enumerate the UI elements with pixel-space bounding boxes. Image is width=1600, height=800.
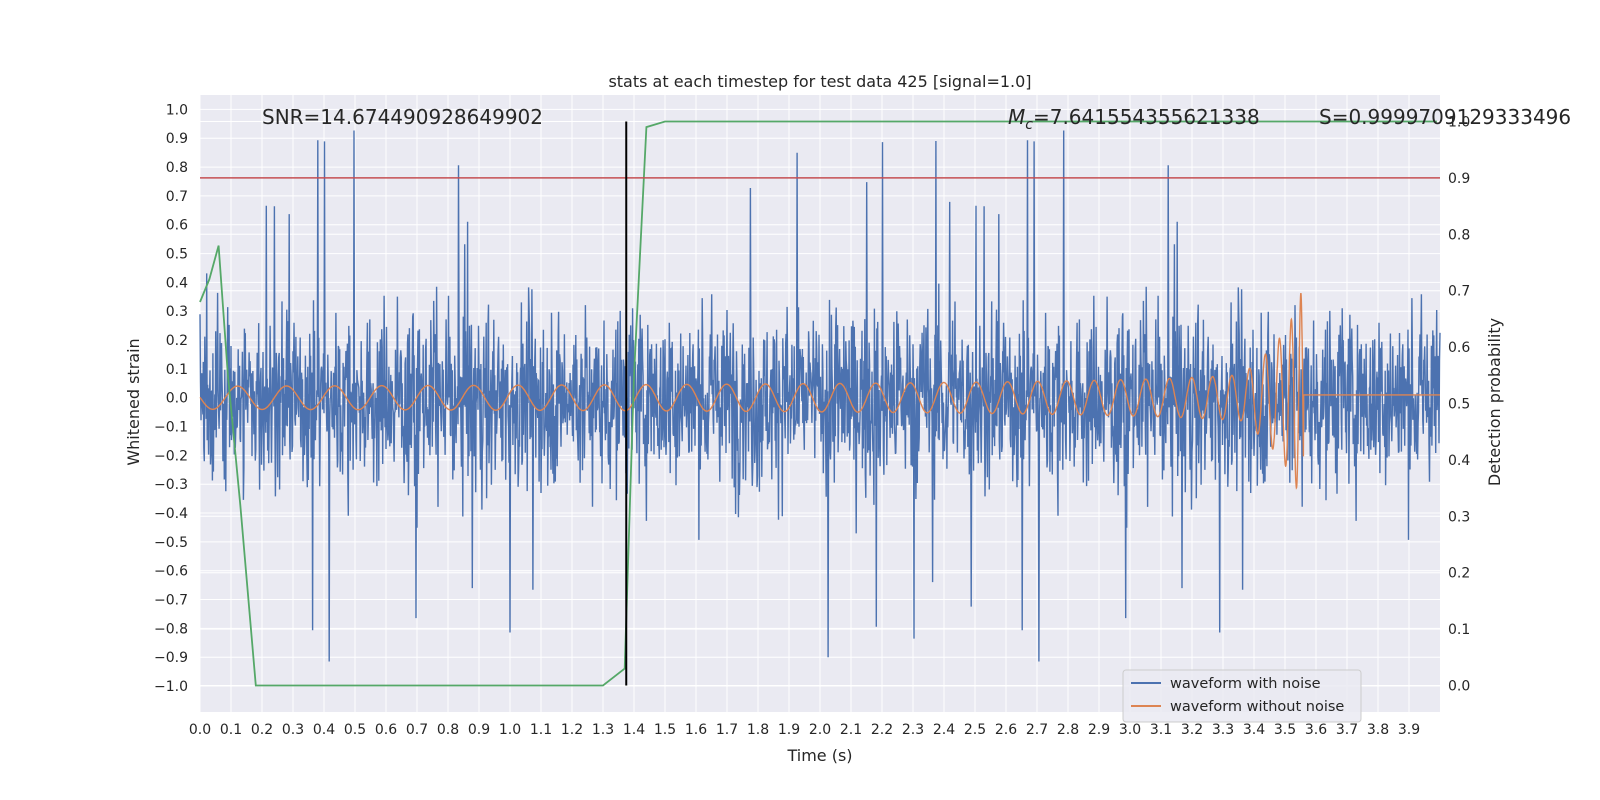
y2-tick-label: 0.5: [1448, 397, 1470, 413]
y-tick-label: 0.5: [166, 247, 188, 263]
waveform-with-noise-line: [199, 130, 1441, 662]
x-tick-label: 1.1: [530, 722, 552, 738]
legend: waveform with noise waveform without noi…: [1122, 669, 1362, 723]
y-tick-label: −0.7: [154, 593, 188, 609]
x-tick-label: 2.8: [1057, 722, 1079, 738]
x-tick-label: 1.4: [623, 722, 645, 738]
y-tick-label: 0.0: [166, 391, 188, 407]
mc-symbol: M: [1008, 105, 1025, 129]
x-tick-label: 1.0: [499, 722, 521, 738]
overlays: [200, 121, 1440, 686]
series-waveform-without-noise: [199, 292, 1440, 490]
x-tick-label: 2.0: [809, 722, 831, 738]
x-tick-label: 3.2: [1181, 722, 1203, 738]
y-tick-label: 0.2: [166, 333, 188, 349]
y-tick-label: −0.5: [154, 535, 188, 551]
series-detection-probability: [199, 120, 1437, 687]
x-tick-label: 0.5: [344, 722, 366, 738]
y-tick-label: 1.0: [166, 102, 188, 118]
x-tick-label: 3.4: [1243, 722, 1265, 738]
x-tick-label: 0.2: [251, 722, 273, 738]
x-tick-label: 2.3: [902, 722, 924, 738]
x-tick-label: 2.6: [995, 722, 1017, 738]
x-tick-label: 3.8: [1367, 722, 1389, 738]
y-tick-label: 0.3: [166, 304, 188, 320]
y2-tick-label: 0.6: [1448, 340, 1470, 356]
mc-value: =7.641554355621338: [1033, 105, 1260, 129]
chart-title: stats at each timestep for test data 425…: [608, 72, 1031, 91]
y-tick-label: 0.7: [166, 189, 188, 205]
y2-axis-label: Detection probability: [1485, 318, 1504, 486]
x-tick-label: 0.0: [189, 722, 211, 738]
mc-subscript: c: [1025, 117, 1033, 133]
snr-annotation: SNR=14.674490928649902: [262, 105, 543, 129]
x-tick-label: 0.8: [437, 722, 459, 738]
y-tick-label: −0.3: [154, 477, 188, 493]
x-tick-label: 1.5: [654, 722, 676, 738]
y-tick-label: 0.9: [166, 131, 188, 147]
legend-label-noise: waveform with noise: [1170, 676, 1321, 692]
x-tick-label: 3.3: [1212, 722, 1234, 738]
y2-tick-label: 0.3: [1448, 509, 1470, 525]
x-tick-label: 3.6: [1305, 722, 1327, 738]
y2-tick-label: 0.9: [1448, 171, 1470, 187]
s-annotation: S=0.9999709129333496: [1319, 105, 1571, 129]
y-tick-label: −0.4: [154, 506, 188, 522]
legend-box: [1122, 669, 1362, 723]
y-tick-label: 0.4: [166, 275, 188, 291]
series-waveform-with-noise: [199, 130, 1441, 662]
y2-tick-label: 0.0: [1448, 678, 1470, 694]
x-tick-label: 2.4: [933, 722, 955, 738]
x-tick-label: 0.9: [468, 722, 490, 738]
y2-tick-label: 0.8: [1448, 227, 1470, 243]
y2-tick-label: 0.2: [1448, 566, 1470, 582]
y2-tick-label: 0.7: [1448, 284, 1470, 300]
x-axis-label: Time (s): [786, 746, 852, 765]
x-tick-label: 1.2: [561, 722, 583, 738]
y-tick-label: −1.0: [154, 679, 188, 695]
x-tick-label: 1.6: [685, 722, 707, 738]
x-tick-label: 3.1: [1150, 722, 1172, 738]
x-axis-ticks: 0.0 0.1 0.2 0.3 0.4 0.5 0.6 0.7 0.8 0.9 1.0 1.1 1.2 1…: [189, 722, 1420, 738]
x-tick-label: 2.5: [964, 722, 986, 738]
y-tick-label: −0.2: [154, 448, 188, 464]
y2-axis-ticks: 1.0 0.9 0.8 0.7 0.6 0.5 0.4 0.3 0.2 0.1 0.0: [1448, 115, 1470, 695]
x-tick-label: 2.7: [1026, 722, 1048, 738]
y-axis-label: Whitened strain: [124, 338, 143, 465]
y-tick-label: −0.1: [154, 420, 188, 436]
legend-label-clean: waveform without noise: [1170, 699, 1344, 715]
waveform-without-noise-line: [199, 292, 1440, 490]
y-axis-ticks: 1.0 0.9 0.8 0.7 0.6 0.5 0.4 0.3 0.2 0.1 0.0 −0.1 −0.…: [154, 102, 188, 695]
x-tick-label: 2.1: [840, 722, 862, 738]
y-tick-label: −0.6: [154, 564, 188, 580]
x-tick-label: 3.5: [1274, 722, 1296, 738]
x-tick-label: 0.4: [313, 722, 335, 738]
x-tick-label: 2.2: [871, 722, 893, 738]
y2-tick-label: 0.4: [1448, 453, 1470, 469]
y2-tick-label: 0.1: [1448, 622, 1470, 638]
grid: [199, 95, 1440, 712]
x-tick-label: 3.7: [1336, 722, 1358, 738]
y2-tick-label: 1.0: [1448, 115, 1470, 131]
y-tick-label: −0.8: [154, 621, 188, 637]
x-tick-label: 1.3: [592, 722, 614, 738]
x-tick-label: 0.1: [220, 722, 242, 738]
x-tick-label: 3.0: [1119, 722, 1141, 738]
y-tick-label: 0.6: [166, 218, 188, 234]
x-tick-label: 0.6: [375, 722, 397, 738]
x-tick-label: 1.8: [747, 722, 769, 738]
x-tick-label: 0.7: [406, 722, 428, 738]
x-tick-label: 0.3: [282, 722, 304, 738]
y-tick-label: 0.1: [166, 362, 188, 378]
detection-probability-line: [199, 120, 1437, 687]
x-tick-label: 1.7: [716, 722, 738, 738]
chirp-mass-annotation: Mc=7.641554355621338: [1008, 105, 1260, 133]
x-tick-label: 3.9: [1398, 722, 1420, 738]
y-tick-label: −0.9: [154, 650, 188, 666]
x-tick-label: 1.9: [778, 722, 800, 738]
x-tick-label: 2.9: [1088, 722, 1110, 738]
y-tick-label: 0.8: [166, 160, 188, 176]
